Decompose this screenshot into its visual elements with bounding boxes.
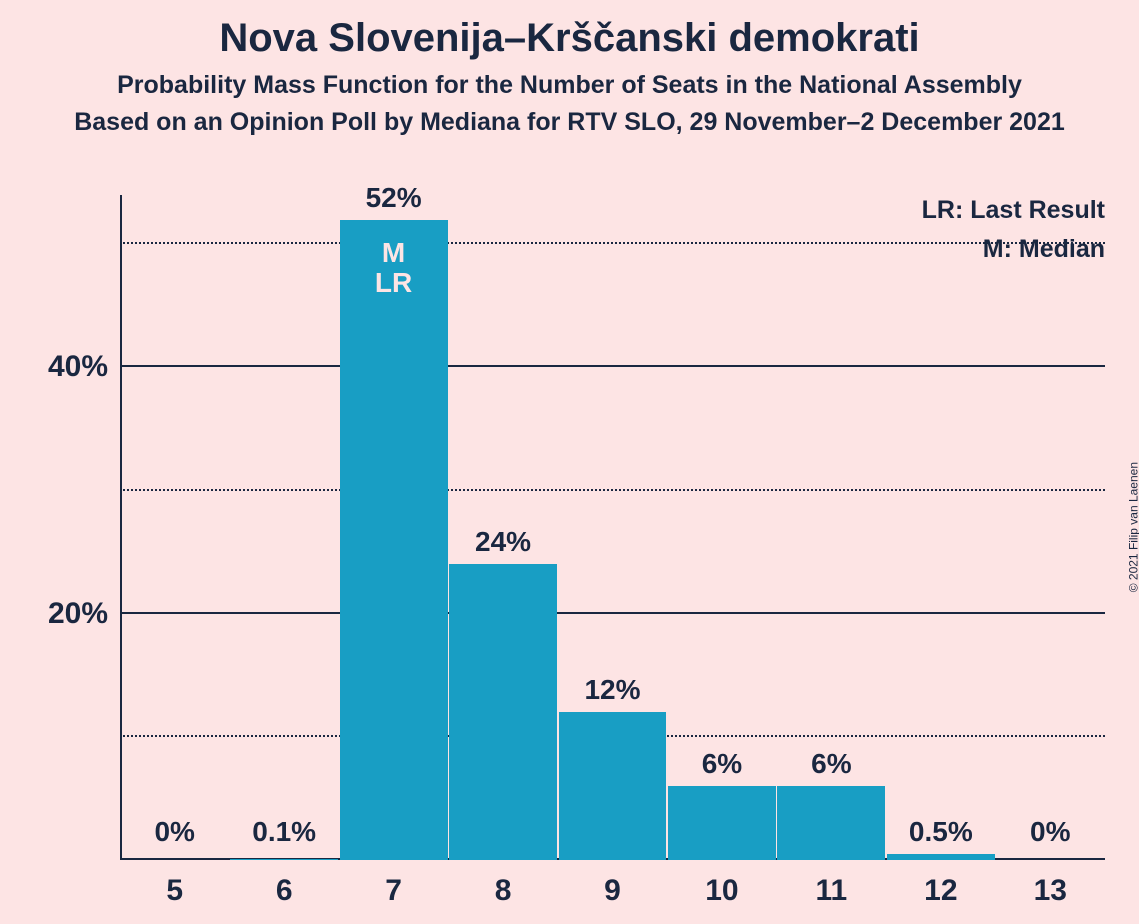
bar-value-label: 24%: [475, 526, 531, 564]
chart-title: Nova Slovenija–Krščanski demokrati: [0, 16, 1139, 61]
gridline: [120, 242, 1105, 244]
bar-inside-label: MLR: [375, 238, 412, 300]
x-tick-label: 13: [1034, 874, 1067, 908]
bar-value-label: 6%: [811, 748, 851, 786]
chart-subtitle-2: Based on an Opinion Poll by Mediana for …: [0, 108, 1139, 137]
bar: 52%MLR: [340, 220, 448, 860]
bar-value-label: 0%: [154, 816, 194, 854]
bar: [230, 859, 338, 860]
x-tick-label: 12: [924, 874, 957, 908]
bar: 0.5%: [887, 854, 995, 860]
gridline: [120, 489, 1105, 491]
x-tick-label: 11: [816, 874, 848, 908]
bar-value-label: 6%: [702, 748, 742, 786]
plot-area: 20%40%50%60.1%752%MLR824%912%106%116%120…: [120, 195, 1105, 860]
copyright-text: © 2021 Filip van Laenen: [1126, 462, 1139, 592]
x-tick-label: 9: [604, 874, 621, 908]
bar-value-label: 0.1%: [252, 816, 316, 854]
y-axis-line: [120, 195, 122, 860]
x-tick-label: 8: [495, 874, 512, 908]
y-tick-label: 20%: [48, 597, 120, 631]
bar: 6%: [668, 786, 776, 860]
title-block: Nova Slovenija–Krščanski demokrati Proba…: [0, 16, 1139, 145]
bar: 6%: [777, 786, 885, 860]
gridline: [120, 612, 1105, 614]
pmf-seat-chart: Nova Slovenija–Krščanski demokrati Proba…: [0, 0, 1139, 924]
y-tick-label: 40%: [48, 350, 120, 384]
bar-value-label: 52%: [366, 182, 422, 220]
x-tick-label: 5: [166, 874, 183, 908]
bar: 12%: [559, 712, 667, 860]
x-tick-label: 7: [385, 874, 402, 908]
chart-subtitle-1: Probability Mass Function for the Number…: [0, 71, 1139, 100]
x-tick-label: 10: [705, 874, 738, 908]
bar-value-label: 0%: [1030, 816, 1070, 854]
x-tick-label: 6: [276, 874, 293, 908]
bar-value-label: 12%: [584, 674, 640, 712]
bar-value-label: 0.5%: [909, 816, 973, 854]
gridline: [120, 365, 1105, 367]
bar: 24%: [449, 564, 557, 860]
